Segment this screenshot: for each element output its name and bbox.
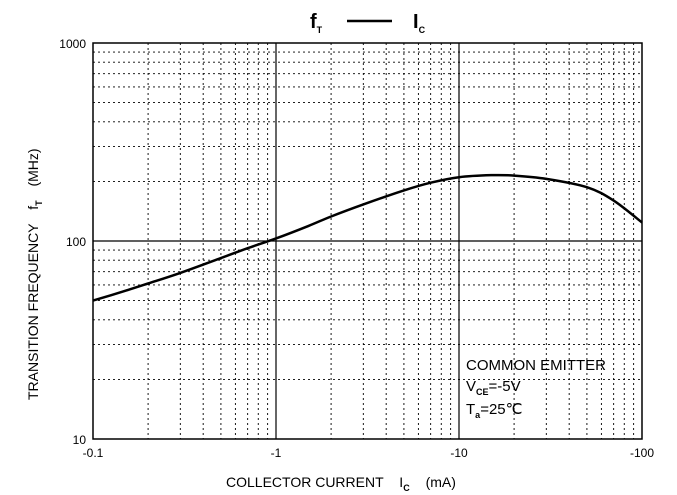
x-tick-label: -100	[630, 446, 654, 460]
svg-text:IC: IC	[413, 11, 426, 35]
svg-text:fT: fT	[310, 11, 323, 35]
grid-minor	[93, 43, 642, 439]
annotation-line-2: VCE=-5V	[466, 378, 521, 397]
y-tick-label: 100	[66, 235, 86, 249]
plot-frame	[92, 42, 643, 440]
y-tick-label: 1000	[59, 37, 86, 51]
title-ft: f	[310, 11, 317, 33]
title-ic-sub: C	[419, 25, 426, 35]
y-axis-title: TRANSITION FREQUENCY fT (MHz)	[25, 148, 45, 400]
ft-curve	[92, 173, 643, 302]
title-ic: I	[413, 11, 419, 33]
grid-major	[93, 43, 642, 439]
x-tick-label: -0.1	[83, 446, 104, 460]
annotation-line-1: COMMON EMITTER	[466, 357, 606, 374]
title-ft-sub: T	[317, 25, 323, 35]
data-points	[92, 174, 644, 302]
y-tick-label: 10	[73, 433, 87, 447]
x-axis-title: COLLECTOR CURRENT IC (mA)	[226, 474, 456, 494]
annotation: COMMON EMITTER VCE=-5V Ta=25℃	[466, 357, 606, 420]
x-tick-label: -10	[450, 446, 468, 460]
annotation-line-3: Ta=25℃	[466, 401, 522, 420]
chart-title: fT IC	[310, 11, 426, 35]
x-tick-label: -1	[271, 446, 282, 460]
